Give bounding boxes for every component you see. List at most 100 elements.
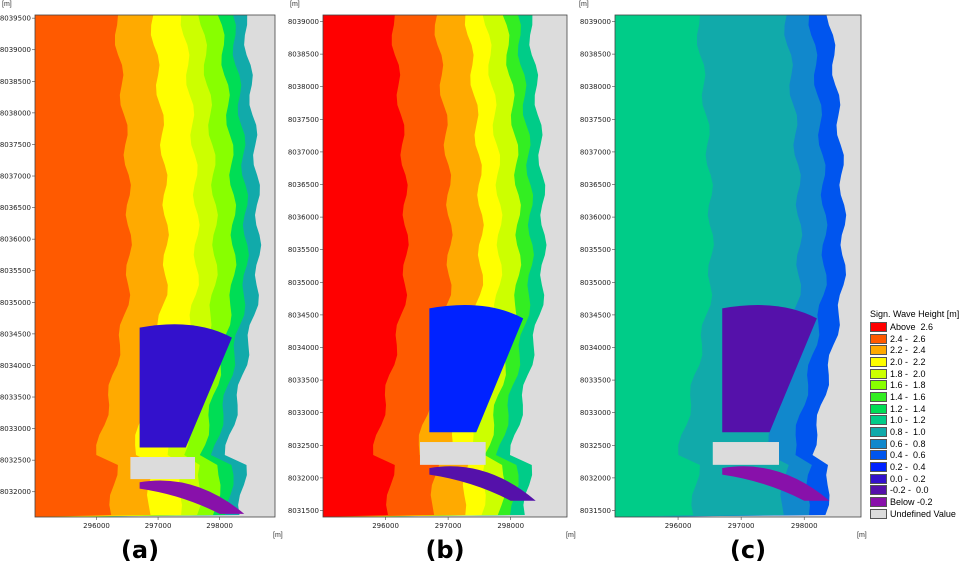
x-tick-label: 297000	[435, 522, 462, 530]
x-axis-unit-label: [m]	[273, 532, 283, 539]
sheltered-bay	[722, 305, 817, 433]
legend-label: 2.4 - 2.6	[890, 333, 926, 344]
x-tick-label: 297000	[728, 522, 755, 530]
y-tick-label: 8037500	[288, 116, 319, 124]
legend-entry: 0.8 - 1.0	[870, 426, 964, 438]
y-tick-label: 8033500	[580, 377, 611, 385]
y-tick-label: 8037500	[0, 141, 31, 149]
y-tick-label: 8036500	[0, 204, 31, 212]
y-tick-label: 8032500	[288, 442, 319, 450]
y-tick-label: 8038000	[288, 83, 319, 91]
x-tick-label: 297000	[145, 522, 172, 530]
y-tick-label: 8036000	[288, 214, 319, 222]
y-tick-label: 8032000	[288, 474, 319, 482]
x-tick-label: 298000	[497, 522, 524, 530]
legend-label: Below -0.2	[890, 497, 933, 508]
wave-height-map-c: 8031500 8032000 8032500 8033000 8033500 80340…	[580, 14, 862, 530]
legend-entry: 1.6 - 1.8	[870, 379, 964, 391]
legend-label: Undefined Value	[890, 508, 956, 519]
x-tick-label: 296000	[372, 522, 399, 530]
plot-frame	[322, 14, 568, 518]
y-tick-label: 8032500	[580, 442, 611, 450]
legend-swatch	[870, 356, 887, 367]
map-field	[615, 15, 861, 517]
shore-strip	[139, 480, 245, 514]
legend-swatch	[870, 415, 887, 426]
y-tick-label: 8035500	[0, 267, 31, 275]
y-axis-unit-label: [m]	[290, 1, 300, 8]
legend-swatch	[870, 380, 887, 391]
legend-label: 1.0 - 1.2	[890, 415, 926, 426]
legend: Sign. Wave Height [m] Above 2.6 2.4 - 2.6…	[870, 308, 964, 520]
legend-entry: 0.2 - 0.4	[870, 461, 964, 473]
map-panel-c: [m] [m] 8031500 8032000 8032500 8033000 8033…	[577, 0, 869, 539]
legend-label: 0.2 - 0.4	[890, 462, 926, 473]
y-tick-label: 8039000	[288, 18, 319, 26]
y-tick-label: 8037500	[580, 116, 611, 124]
legend-entry: 1.2 - 1.4	[870, 403, 964, 415]
legend-entry: 0.0 - 0.2	[870, 473, 964, 485]
legend-entry: 1.0 - 1.2	[870, 415, 964, 427]
y-tick-label: 8039500	[0, 15, 31, 23]
legend-swatch	[870, 391, 887, 402]
legend-swatch	[870, 427, 887, 438]
y-tick-label: 8038500	[288, 51, 319, 59]
y-tick-label: 8038500	[0, 78, 31, 86]
breakwater	[419, 442, 486, 465]
x-tick-label: 298000	[206, 522, 233, 530]
y-tick-label: 8039000	[580, 18, 611, 26]
y-tick-label: 8036000	[0, 236, 31, 244]
map-field	[323, 15, 567, 517]
shore-strip	[429, 466, 536, 501]
contour-band	[35, 15, 132, 517]
legend-entry: 1.4 - 1.6	[870, 391, 964, 403]
legend-label: 1.6 - 1.8	[890, 380, 926, 391]
legend-label: 0.4 - 0.6	[890, 450, 926, 461]
legend-label: 2.0 - 2.2	[890, 356, 926, 367]
breakwater	[130, 457, 195, 480]
legend-label: 2.2 - 2.4	[890, 345, 926, 356]
legend-label: 1.8 - 2.0	[890, 368, 926, 379]
legend-entry: Below -0.2	[870, 496, 964, 508]
y-tick-label: 8035000	[580, 279, 611, 287]
y-tick-label: 8032000	[0, 488, 31, 496]
legend-label: 0.8 - 1.0	[890, 427, 926, 438]
legend-label: Above 2.6	[890, 321, 934, 332]
y-tick-label: 8038500	[580, 51, 611, 59]
y-tick-label: 8038000	[580, 83, 611, 91]
shore-strip	[722, 466, 830, 501]
legend-entry: 2.4 - 2.6	[870, 333, 964, 345]
map-field	[35, 15, 275, 517]
y-tick-label: 8036000	[580, 214, 611, 222]
legend-entry: Undefined Value	[870, 508, 964, 520]
breakwater	[712, 442, 779, 465]
y-tick-label: 8032000	[580, 474, 611, 482]
x-tick-label: 296000	[83, 522, 110, 530]
y-tick-label: 8036500	[288, 181, 319, 189]
contour-band	[615, 15, 714, 517]
panel-label-a: (a)	[120, 536, 160, 564]
legend-entry: 1.8 - 2.0	[870, 368, 964, 380]
legend-swatch	[870, 438, 887, 449]
sheltered-bay	[139, 324, 232, 448]
map-panel-a: [m] [m] 8032000 8032500 8033000 8033500 8034…	[0, 0, 290, 539]
legend-label: -0.2 - 0.0	[890, 485, 929, 496]
y-axis-unit-label: [m]	[2, 1, 12, 8]
y-tick-label: 8034000	[0, 362, 31, 370]
y-tick-label: 8033000	[580, 409, 611, 417]
legend-entry: 2.2 - 2.4	[870, 344, 964, 356]
y-tick-label: 8031500	[580, 507, 611, 515]
legend-swatch	[870, 485, 887, 496]
y-tick-label: 8034000	[288, 344, 319, 352]
x-axis-unit-label: [m]	[566, 532, 576, 539]
y-tick-label: 8031500	[288, 507, 319, 515]
y-tick-label: 8034500	[0, 330, 31, 338]
y-tick-label: 8038000	[0, 109, 31, 117]
legend-entry: Above 2.6	[870, 321, 964, 333]
y-tick-label: 8033500	[0, 394, 31, 402]
y-tick-label: 8035500	[288, 246, 319, 254]
wave-height-map-b: 8031500 8032000 8032500 8033000 8033500 80340…	[288, 14, 568, 530]
y-tick-label: 8039000	[0, 46, 31, 54]
y-tick-label: 8037000	[0, 173, 31, 181]
legend-swatch	[870, 368, 887, 379]
